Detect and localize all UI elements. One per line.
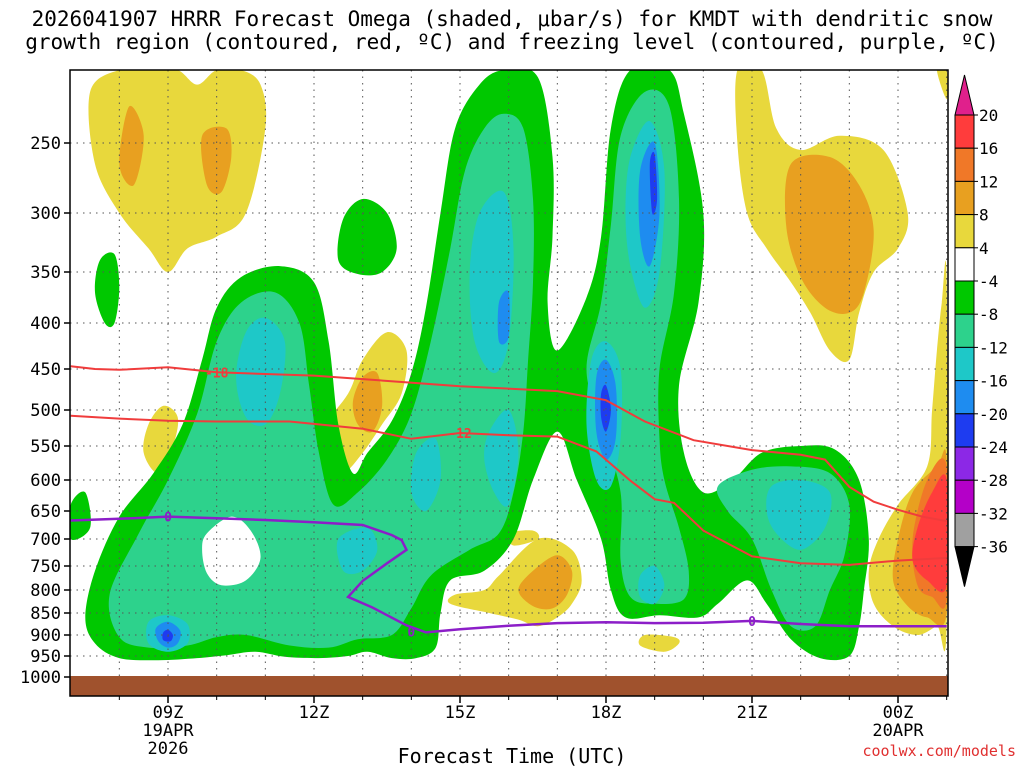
x-tick-label-0: 09Z [153,703,184,723]
omega-region-4 [143,405,179,474]
x-axis-label: Forecast Time (UTC) [397,744,627,768]
omega-region-34 [766,479,832,550]
x-tick-date-0: 19APR [142,721,194,741]
colorbar-label-12: -32 [979,504,1008,523]
colorbar-swatch-0 [954,114,975,149]
colorbar-label-3: 8 [979,206,989,225]
y-tick-label-6: 550 [30,437,61,457]
colorbar-swatch-1 [954,147,975,182]
y-tick-label-14: 950 [30,647,61,667]
x-tick-year-0: 2026 [148,739,189,759]
colorbar-label-11: -28 [979,471,1008,490]
watermark: coolwx.com/models [862,742,1016,760]
omega-region-38 [497,290,510,345]
colorbar-swatch-6 [954,313,975,348]
x-tick-label-2: 15Z [445,703,476,723]
freezing-label-2: 0 [748,615,756,630]
colorbar: 20 16 12 8 4 -4 -8 -12 -16 -20 -24 -28 -32 -36 [954,74,1008,587]
freezing-level-contour [70,515,947,634]
omega-region-22 [108,113,534,649]
freezing-label-0: 0 [164,511,172,526]
colorbar-label-4: 4 [979,239,989,258]
omega-region-8 [638,634,680,652]
omega-region-18 [70,491,91,540]
colorbar-swatch-12 [954,512,975,548]
colorbar-label-8: -16 [979,372,1008,391]
x-tick-label-4: 21Z [737,703,768,723]
omega-region-23 [202,516,261,586]
x-tick-label-1: 12Z [299,703,330,723]
ground-surface [70,676,948,696]
colorbar-label-6: -8 [979,305,998,324]
contour-lines: -18 -12 0 0 0 [70,365,947,640]
colorbar-label-5: -4 [979,272,998,291]
omega-region-0 [88,70,267,272]
grid-lines [70,70,948,696]
omega-region-20 [337,198,397,276]
omega-region-10 [201,126,232,195]
omega-region-16 [912,474,948,593]
omega-region-40 [649,151,658,215]
omega-region-26 [236,317,286,427]
colorbar-swatch-11 [954,479,975,514]
omega-shading [70,70,948,661]
y-tick-label-5: 500 [30,401,61,421]
title-line-2: growth region (contoured, red, ºC) and f… [25,30,999,54]
colorbar-swatch-7 [954,346,975,382]
colorbar-bottom-arrow [954,546,975,587]
omega-region-19 [94,252,120,328]
omega-region-29 [410,437,442,512]
y-tick-label-3: 400 [30,314,61,334]
freezing-label-1: 0 [407,625,415,640]
omega-region-13 [518,555,573,610]
colorbar-swatch-9 [954,413,975,448]
colorbar-label-9: -20 [979,405,1008,424]
y-tick-label-9: 700 [30,530,61,550]
x-tick-date-5: 20APR [872,721,924,741]
x-tick-label-5: 00Z [883,703,914,723]
dgz-contour-label-1: -12 [448,427,471,442]
y-tick-label-1: 300 [30,204,61,224]
y-tick-label-13: 900 [30,626,61,646]
colorbar-swatch-4 [954,247,975,282]
y-axis: 2503003504004505005506006507007508008509… [20,134,70,688]
omega-region-12 [352,370,383,433]
y-tick-label-7: 600 [30,471,61,491]
omega-region-9 [119,105,144,187]
omega-region-33 [638,565,665,605]
y-tick-label-2: 350 [30,263,61,283]
dgz-contour-1 [70,414,947,566]
dgz-contour-label-0: -18 [205,366,229,381]
colorbar-label-0: 20 [979,106,998,125]
colorbar-label-1: 16 [979,139,998,158]
dgz-contour-0 [70,365,947,523]
y-tick-label-11: 800 [30,581,61,601]
y-tick-label-4: 450 [30,360,61,380]
colorbar-label-10: -24 [979,438,1008,457]
x-tick-label-3: 18Z [591,703,622,723]
title-line-1: 2026041907 HRRR Forecast Omega (shaded, … [31,7,993,31]
y-tick-label-0: 250 [30,134,61,154]
y-tick-label-15: 1000 [20,668,61,688]
omega-region-11 [784,154,874,314]
colorbar-top-arrow [954,74,975,116]
colorbar-label-2: 12 [979,172,998,191]
y-tick-label-12: 850 [30,604,61,624]
colorbar-swatch-5 [954,280,975,315]
omega-region-30 [336,527,378,575]
chart-title: 2026041907 HRRR Forecast Omega (shaded, … [0,8,1024,54]
colorbar-swatch-3 [954,214,975,249]
colorbar-swatch-10 [954,446,975,481]
y-tick-label-8: 650 [30,502,61,522]
colorbar-swatch-8 [954,380,975,415]
colorbar-swatch-2 [954,180,975,216]
colorbar-label-7: -12 [979,338,1008,357]
colorbar-label-13: -36 [979,538,1008,557]
y-tick-label-10: 750 [30,557,61,577]
omega-region-2 [936,70,948,100]
